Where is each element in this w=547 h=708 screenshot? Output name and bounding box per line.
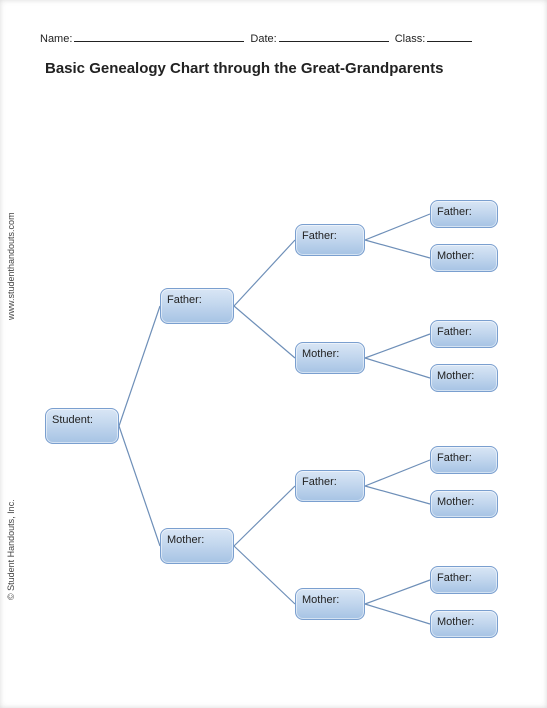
tree-node-ggm2: Mother: <box>430 364 498 392</box>
worksheet-page: Name: Date: Class: Basic Genealogy Chart… <box>0 0 547 708</box>
node-label: Father: <box>302 476 337 488</box>
node-label: Father: <box>437 452 472 464</box>
tree-edge <box>119 306 160 426</box>
tree-edge <box>365 334 430 358</box>
tree-node-ggf3: Father: <box>430 446 498 474</box>
node-label: Mother: <box>437 616 474 628</box>
page-title: Basic Genealogy Chart through the Great-… <box>45 60 443 77</box>
tree-edge <box>365 460 430 486</box>
tree-edge <box>234 486 295 546</box>
tree-edge <box>365 580 430 604</box>
node-label: Mother: <box>167 534 204 546</box>
tree-edge <box>234 306 295 358</box>
tree-node-p_mother: Mother: <box>160 528 234 564</box>
tree-edge <box>234 240 295 306</box>
sidebar-url: www.studenthandouts.com <box>6 212 16 320</box>
tree-node-p_father: Father: <box>160 288 234 324</box>
tree-edge <box>365 214 430 240</box>
tree-edge <box>365 486 430 504</box>
node-label: Father: <box>302 230 337 242</box>
tree-edge <box>119 426 160 546</box>
node-label: Mother: <box>437 250 474 262</box>
tree-node-gm2: Mother: <box>295 588 365 620</box>
tree-node-gf2: Father: <box>295 470 365 502</box>
node-label: Father: <box>437 572 472 584</box>
tree-node-ggm1: Mother: <box>430 244 498 272</box>
tree-node-student: Student: <box>45 408 119 444</box>
name-blank[interactable] <box>74 30 244 42</box>
node-label: Student: <box>52 414 93 426</box>
class-label: Class: <box>395 33 426 45</box>
header-fields: Name: Date: Class: <box>40 30 527 45</box>
node-label: Mother: <box>302 348 339 360</box>
tree-edge <box>365 358 430 378</box>
tree-node-gm1: Mother: <box>295 342 365 374</box>
tree-node-gf1: Father: <box>295 224 365 256</box>
tree-node-ggf4: Father: <box>430 566 498 594</box>
tree-edge <box>365 604 430 624</box>
node-label: Mother: <box>437 370 474 382</box>
sidebar-copyright: © Student Handouts, Inc. <box>6 499 16 600</box>
tree-edge <box>365 240 430 258</box>
tree-node-ggf2: Father: <box>430 320 498 348</box>
tree-edge <box>234 546 295 604</box>
node-label: Mother: <box>302 594 339 606</box>
date-label: Date: <box>250 33 276 45</box>
tree-node-ggm4: Mother: <box>430 610 498 638</box>
date-blank[interactable] <box>279 30 389 42</box>
node-label: Father: <box>437 206 472 218</box>
node-label: Mother: <box>437 496 474 508</box>
node-label: Father: <box>437 326 472 338</box>
class-blank[interactable] <box>427 30 472 42</box>
node-label: Father: <box>167 294 202 306</box>
tree-node-ggf1: Father: <box>430 200 498 228</box>
genealogy-chart: Student: Father: Mother: Father: Mother: Fath… <box>45 190 525 660</box>
name-label: Name: <box>40 33 72 45</box>
tree-node-ggm3: Mother: <box>430 490 498 518</box>
